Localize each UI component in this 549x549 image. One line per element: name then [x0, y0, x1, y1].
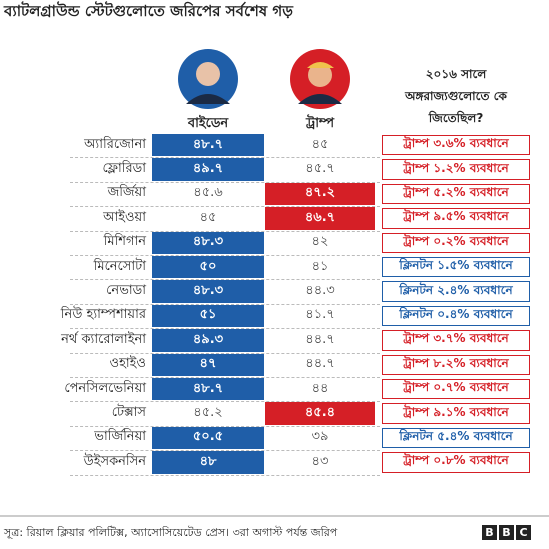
trump-value: ৪৪.৭	[305, 331, 335, 347]
trump-value: ৪৫.৪	[265, 402, 375, 425]
row-divider	[70, 450, 380, 452]
won-2016: ট্রাম্প ০.২% ব্যবধানে	[382, 232, 530, 253]
biden-value: ৪৯.৩	[152, 329, 264, 352]
state: জর্জিয়া	[107, 185, 146, 201]
row-divider	[70, 157, 380, 159]
won-2016: ট্রাম্প ৫.২% ব্যবধানে	[382, 183, 530, 205]
biden-value: ৪৮.৩	[152, 280, 264, 303]
trump-value: ৩৯	[311, 429, 329, 445]
won-2016: ট্রাম্প ৮.২% ব্যবধানে	[382, 354, 530, 375]
biden-value: ৫১	[152, 304, 264, 328]
state: মিনেসোটা	[93, 258, 146, 274]
biden-value: ৪৭	[152, 353, 264, 376]
row-divider	[70, 474, 380, 476]
won-2016: ট্রাম্প ০.৮% ব্যবধানে	[382, 452, 530, 473]
biden-value: ৪৮.৭	[152, 134, 264, 157]
won-2016: ট্রাম্প ৯.৫% ব্যবধানে	[382, 208, 530, 229]
trump-value: ৪২	[311, 234, 329, 250]
logo-letter: B	[482, 525, 497, 540]
trump-value: ৪১	[311, 258, 329, 274]
state: পেনসিলভেনিয়া	[64, 380, 146, 396]
biden-value: ৪৮.৭	[152, 378, 264, 401]
trump-value: ৪৫	[311, 136, 329, 152]
trump-value: ৪৬.৭	[265, 207, 375, 230]
row-divider	[70, 377, 380, 378]
logo-letter: C	[516, 525, 531, 540]
biden-value: ৫০	[152, 256, 264, 279]
trump-value: ৪৪.৭	[305, 356, 335, 372]
biden-value: ৪৫.২	[193, 405, 223, 421]
state: নর্থ ক্যারোলাইনা	[61, 331, 146, 347]
state: ফ্লোরিডা	[102, 161, 146, 177]
won-2016: ট্রাম্প ১.২% ব্যবধানে	[382, 159, 530, 180]
biden-value: ৪৮.৩	[152, 231, 264, 254]
row-divider	[70, 303, 380, 305]
won-2016-header: ২০১৬ সালে	[425, 67, 487, 81]
trump-value: ৪৩	[311, 453, 329, 469]
row-divider	[70, 206, 380, 208]
trump-value: ৪৪	[311, 380, 329, 396]
state: মিশিগান	[103, 234, 146, 250]
row-divider	[70, 328, 380, 330]
won-2016-header: অঙ্গরাজ্যগুলোতে কে	[405, 89, 507, 103]
row-divider	[70, 279, 380, 281]
biden-value: ৪৯.৭	[152, 158, 264, 181]
biden-value: ৪৫	[199, 209, 217, 225]
trump-value: ৪৪.৩	[305, 283, 335, 299]
won-2016: ট্রাম্প ৩.৬% ব্যবধানে	[382, 135, 530, 156]
biden-value: ৪৫.৬	[193, 185, 223, 201]
state: নিউ হ্যাম্পশায়ার	[60, 307, 146, 323]
row-divider	[70, 401, 380, 403]
state: উইসকনসিন	[83, 453, 146, 469]
won-2016: ক্লিনটন ৫.৪% ব্যবধানে	[382, 427, 530, 449]
won-2016: ট্রাম্প ৯.১% ব্যবধানে	[382, 403, 530, 424]
trump-header: ট্রাম্প	[305, 116, 335, 131]
biden-header: বাইডেন	[187, 116, 229, 131]
won-2016: ক্লিনটন ২.৪% ব্যবধানে	[382, 281, 530, 302]
state: ওহাইও	[109, 356, 147, 372]
row-divider	[70, 181, 380, 183]
logo-letter: B	[499, 525, 514, 540]
state: টেক্সাস	[111, 405, 146, 421]
biden-value: ৪৮	[152, 451, 264, 474]
title: ব্যাটলগ্রাউন্ড স্টেটগুলোতে জরিপের সর্বশে…	[4, 2, 293, 20]
won-2016: ক্লিনটন ১.৫% ব্যবধানে	[382, 257, 530, 278]
source: সূত্র: রিয়াল ক্লিয়ার পলিটিক্স, অ্যাসোস…	[4, 526, 338, 539]
state: আইওয়া	[103, 209, 146, 225]
row-divider	[70, 425, 380, 427]
state: অ্যারিজোনা	[84, 136, 146, 152]
trump-value: ৪৫.৭	[305, 161, 335, 177]
row-divider	[70, 255, 380, 256]
trump-value: ৪৭.২	[265, 182, 375, 206]
state: ভার্জিনিয়া	[94, 429, 146, 445]
row-divider	[70, 230, 380, 232]
won-2016: ট্রাম্প ৩.৭% ব্যবধানে	[382, 330, 530, 351]
state: নেভাডা	[106, 283, 146, 299]
won-2016: ট্রাম্প ০.৭% ব্যবধানে	[382, 379, 530, 400]
trump-value: ৪১.৭	[305, 307, 335, 323]
won-2016: ক্লিনটন ০.৪% ব্যবধানে	[382, 305, 530, 327]
row-divider	[70, 352, 380, 354]
won-2016-header: জিতেছিল?	[428, 111, 484, 125]
biden-value: ৫০.৫	[152, 426, 264, 450]
